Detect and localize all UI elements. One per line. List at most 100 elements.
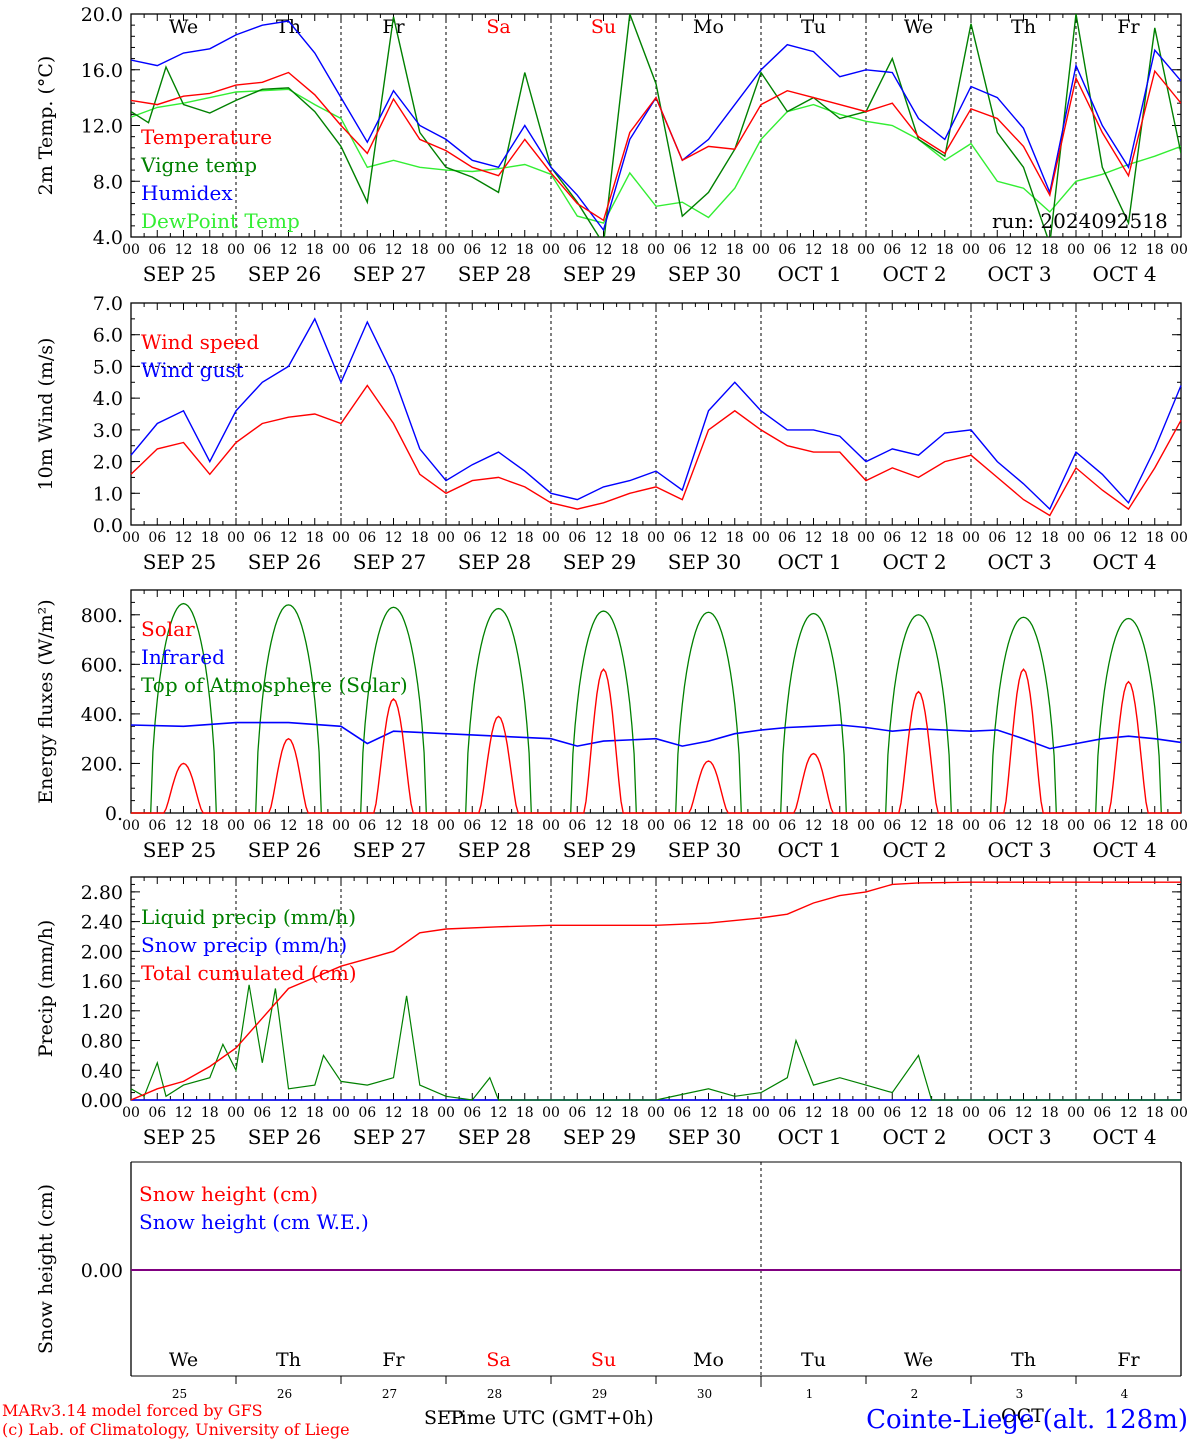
- hour-label: 12: [1120, 818, 1138, 834]
- hour-label: 00: [542, 530, 560, 546]
- hour-label: 06: [988, 242, 1006, 258]
- weekday-label: Th: [1011, 16, 1036, 38]
- hour-label: 00: [227, 242, 245, 258]
- date-label: SEP 30: [668, 838, 742, 862]
- weekday-label: Su: [591, 1349, 616, 1371]
- y-tick-label: 800.: [81, 605, 123, 627]
- date-label: SEP 28: [458, 262, 532, 286]
- station-label: Cointe-Liege (alt. 128m): [866, 1405, 1188, 1435]
- weekday-label: Tu: [801, 16, 826, 38]
- y-tick-label: 20.0: [81, 4, 123, 26]
- weekday-label: Fr: [1117, 1349, 1140, 1371]
- hour-label: 00: [437, 242, 455, 258]
- hour-label: 12: [1120, 242, 1138, 258]
- hour-label: 00: [227, 1105, 245, 1121]
- hour-label: 12: [1015, 242, 1033, 258]
- hour-label: 18: [621, 818, 639, 834]
- hour-label: 00: [122, 242, 140, 258]
- date-label: OCT 3: [987, 838, 1051, 862]
- legend-entry: Total cumulated (cm): [141, 961, 357, 985]
- day-number: 3: [1016, 1387, 1024, 1401]
- hour-label: 18: [411, 1105, 429, 1121]
- hour-label: 12: [910, 818, 928, 834]
- hour-label: 18: [306, 242, 324, 258]
- date-label: OCT 4: [1092, 1125, 1156, 1149]
- hour-label: 06: [778, 818, 796, 834]
- month-label-oct: OCT: [1001, 1405, 1044, 1427]
- hour-label: 00: [647, 242, 665, 258]
- y-tick-label: 1.60: [81, 971, 123, 993]
- hour-label: 18: [306, 1105, 324, 1121]
- weekday-label: We: [169, 16, 198, 38]
- y-axis-label: Snow height (cm): [35, 1184, 57, 1354]
- hour-label: 18: [936, 818, 954, 834]
- hour-label: 00: [962, 1105, 980, 1121]
- hour-label: 18: [831, 818, 849, 834]
- date-label: OCT 4: [1092, 262, 1156, 286]
- weekday-label: Th: [276, 16, 301, 38]
- hour-label: 12: [175, 530, 193, 546]
- hour-label: 12: [490, 818, 508, 834]
- hour-label: 12: [385, 530, 403, 546]
- legend-entry: Humidex: [141, 181, 233, 205]
- hour-label: 00: [1170, 818, 1188, 834]
- legend-entry: Snow precip (mm/h): [141, 933, 347, 957]
- month-label-sep: SEP: [424, 1407, 464, 1429]
- hour-label: 00: [437, 1105, 455, 1121]
- hour-label: 06: [883, 242, 901, 258]
- hour-label: 18: [621, 242, 639, 258]
- date-label: SEP 29: [563, 838, 637, 862]
- hour-label: 12: [175, 242, 193, 258]
- hour-label: 18: [621, 530, 639, 546]
- series-line-top-of-atmosphere: [131, 602, 1181, 814]
- hour-label: 06: [358, 1105, 376, 1121]
- hour-label: 12: [280, 530, 298, 546]
- hour-label: 18: [201, 530, 219, 546]
- run-label: run: 2024092518: [992, 209, 1168, 233]
- weekday-label: Sa: [486, 1349, 510, 1371]
- hour-label: 06: [778, 530, 796, 546]
- hour-label: 12: [1120, 530, 1138, 546]
- hour-label: 12: [595, 1105, 613, 1121]
- hour-label: 06: [148, 818, 166, 834]
- hour-label: 00: [1067, 530, 1085, 546]
- hour-label: 18: [831, 530, 849, 546]
- date-label: OCT 3: [987, 550, 1051, 574]
- hour-label: 00: [962, 818, 980, 834]
- hour-label: 18: [936, 530, 954, 546]
- date-label: OCT 1: [777, 1125, 841, 1149]
- date-label: SEP 26: [248, 1125, 322, 1149]
- legend-entry: Liquid precip (mm/h): [141, 905, 356, 929]
- hour-label: 18: [726, 242, 744, 258]
- hour-label: 18: [726, 818, 744, 834]
- date-label: SEP 26: [248, 838, 322, 862]
- hour-label: 00: [542, 242, 560, 258]
- weekday-label: Tu: [801, 1349, 826, 1371]
- date-label: OCT 3: [987, 262, 1051, 286]
- hour-label: 00: [122, 1105, 140, 1121]
- weekday-label: Mo: [693, 1349, 724, 1371]
- day-number: 25: [172, 1387, 187, 1401]
- hour-label: 06: [568, 1105, 586, 1121]
- date-label: SEP 30: [668, 550, 742, 574]
- date-label: SEP 28: [458, 1125, 532, 1149]
- hour-label: 18: [936, 1105, 954, 1121]
- hour-label: 18: [1041, 242, 1059, 258]
- y-tick-label: 0.00: [81, 1260, 123, 1282]
- weekday-label: We: [904, 16, 933, 38]
- x-axis-label: Time UTC (GMT+0h): [448, 1407, 654, 1429]
- date-label: OCT 2: [882, 262, 946, 286]
- hour-label: 00: [542, 818, 560, 834]
- date-label: OCT 1: [777, 550, 841, 574]
- hour-label: 06: [883, 530, 901, 546]
- hour-label: 12: [490, 530, 508, 546]
- hour-label: 00: [227, 818, 245, 834]
- y-tick-label: 1.0: [93, 483, 123, 505]
- day-number: 26: [277, 1387, 292, 1401]
- hour-label: 06: [253, 818, 271, 834]
- legend-entry: Wind speed: [141, 330, 259, 354]
- hour-label: 18: [201, 242, 219, 258]
- hour-label: 00: [647, 1105, 665, 1121]
- hour-label: 00: [857, 242, 875, 258]
